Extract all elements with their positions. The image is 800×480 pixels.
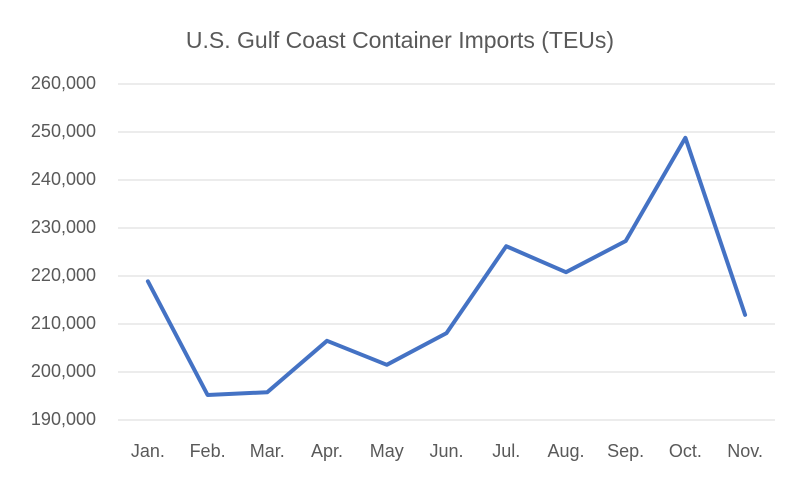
x-tick-label: Nov. [727, 441, 763, 461]
x-tick-label: Oct. [669, 441, 702, 461]
y-tick-label: 260,000 [31, 73, 96, 93]
y-tick-label: 200,000 [31, 361, 96, 381]
x-tick-label: May [370, 441, 404, 461]
chart-title: U.S. Gulf Coast Container Imports (TEUs) [186, 27, 614, 53]
x-tick-label: Apr. [311, 441, 343, 461]
x-tick-label: Jan. [131, 441, 165, 461]
y-tick-label: 220,000 [31, 265, 96, 285]
x-tick-label: Jun. [429, 441, 463, 461]
x-tick-label: Sep. [607, 441, 644, 461]
x-tick-label: Feb. [190, 441, 226, 461]
y-tick-label: 240,000 [31, 169, 96, 189]
y-tick-label: 230,000 [31, 217, 96, 237]
x-tick-label: Aug. [547, 441, 584, 461]
x-tick-label: Mar. [250, 441, 285, 461]
x-tick-label: Jul. [492, 441, 520, 461]
y-tick-label: 250,000 [31, 121, 96, 141]
data-line [145, 135, 748, 397]
y-tick-label: 190,000 [31, 409, 96, 429]
y-tick-label: 210,000 [31, 313, 96, 333]
